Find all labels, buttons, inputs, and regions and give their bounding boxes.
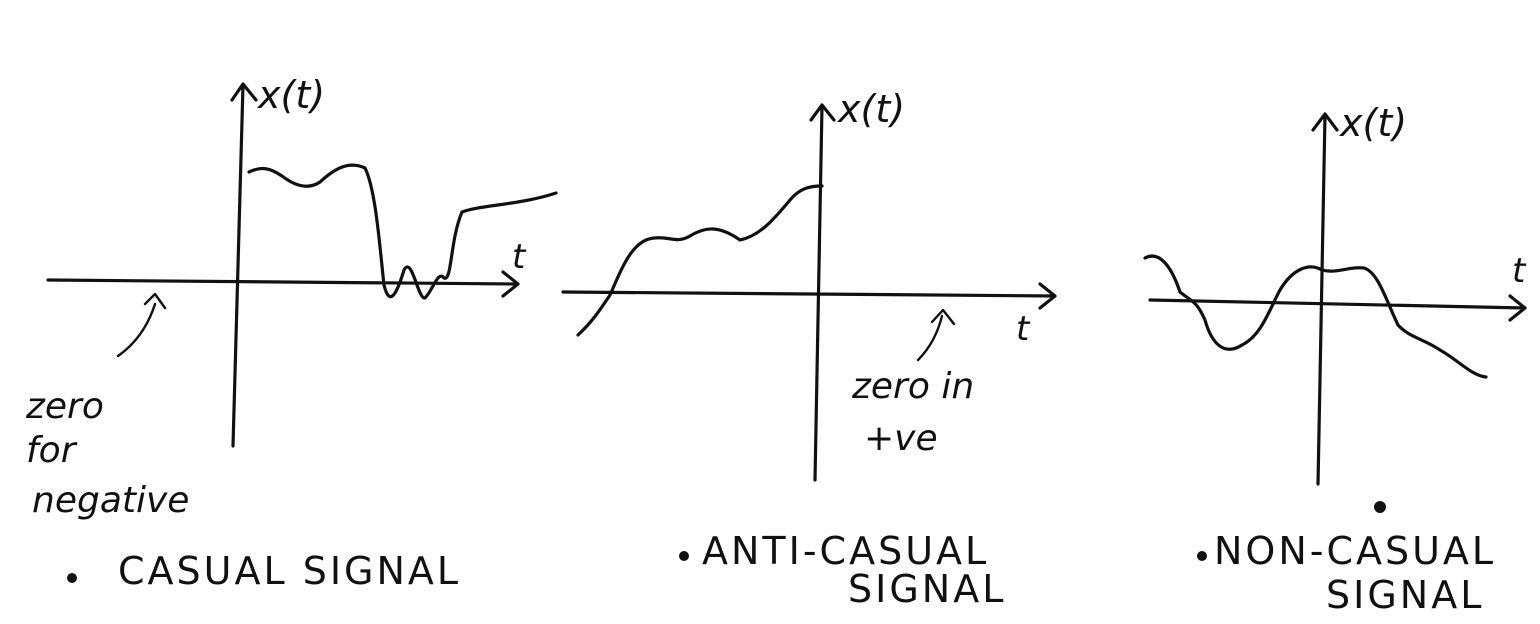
anticausal-x-label: t xyxy=(1016,309,1031,349)
noncausal-y-axis xyxy=(1311,112,1339,486)
panel-non-causal: x(t) t NON-CASUAL SIGNAL xyxy=(1143,101,1527,617)
anticausal-annotation-line-1: zero in xyxy=(851,366,974,407)
noncausal-y-label: x(t) xyxy=(1339,101,1407,145)
noncausal-signal-curve xyxy=(1143,254,1488,379)
anticausal-annotation-line-2: +ve xyxy=(864,418,938,459)
causal-annotation-line-3: negative xyxy=(32,480,189,521)
anticausal-caption-line-2: SIGNAL xyxy=(848,567,1006,611)
panel-causal: x(t) t zero for negative CASUAL SIGNAL xyxy=(25,73,558,593)
noncausal-x-axis xyxy=(1148,294,1527,322)
causal-caption-bullet xyxy=(67,573,77,583)
noncausal-caption-bullet xyxy=(1197,551,1207,561)
causal-signal-curve xyxy=(247,163,558,300)
anticausal-x-axis xyxy=(561,282,1057,310)
causal-x-label: t xyxy=(512,237,527,277)
anticausal-pointer-arrow xyxy=(916,308,956,362)
causal-annotation-line-1: zero xyxy=(25,386,104,427)
anticausal-y-label: x(t) xyxy=(837,87,905,131)
anticausal-caption-line-1: ANTI-CASUAL xyxy=(702,529,989,573)
causal-y-axis xyxy=(230,82,258,448)
anticausal-signal-curve xyxy=(576,184,824,337)
noncausal-stray-dot xyxy=(1374,501,1386,513)
panel-anti-causal: x(t) t zero in +ve ANTI-CASUAL SIGNAL xyxy=(561,87,1057,611)
causal-pointer-arrow xyxy=(116,292,167,358)
causal-y-label: x(t) xyxy=(257,73,325,117)
noncausal-caption-line-1: NON-CASUAL xyxy=(1214,529,1496,573)
anticausal-caption-bullet xyxy=(679,551,689,561)
noncausal-x-label: t xyxy=(1512,251,1527,291)
noncausal-caption-line-2: SIGNAL xyxy=(1326,573,1484,617)
causal-annotation-line-2: for xyxy=(26,430,78,471)
causal-caption: CASUAL SIGNAL xyxy=(118,549,461,593)
causal-x-axis xyxy=(46,270,520,298)
